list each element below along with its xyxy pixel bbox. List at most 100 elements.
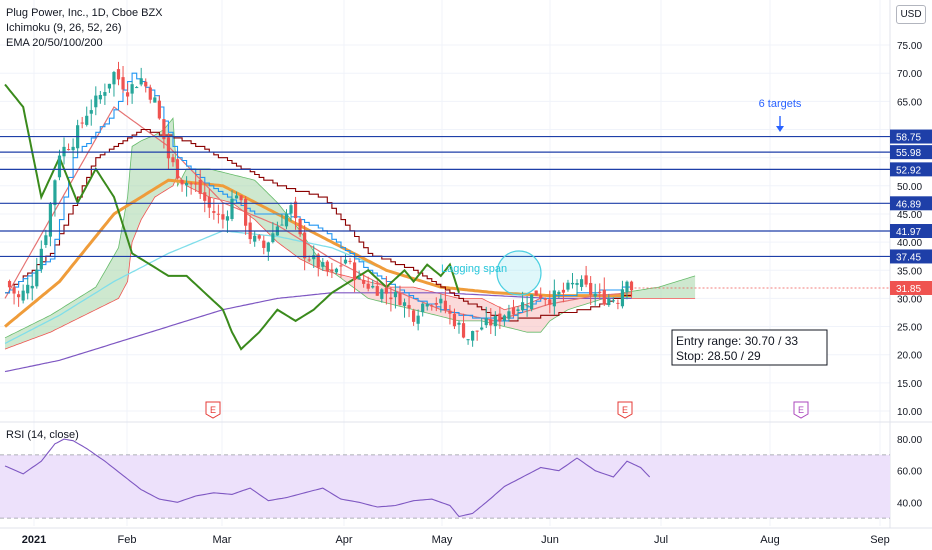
candle-down xyxy=(434,303,438,305)
candle-down xyxy=(189,183,193,185)
candle-up xyxy=(26,284,30,294)
rsi-tick-label: 60.00 xyxy=(897,467,922,478)
candle-up xyxy=(471,331,475,341)
candle-down xyxy=(12,287,16,294)
currency-button[interactable]: USD xyxy=(896,5,926,24)
targets-arrow-head-icon xyxy=(776,126,784,132)
candle-up xyxy=(266,242,270,252)
earnings-marker-icon xyxy=(793,401,809,419)
candle-up xyxy=(484,318,488,326)
candle-up xyxy=(44,235,48,245)
candle-down xyxy=(602,289,606,305)
candle-up xyxy=(35,269,39,287)
candle-down xyxy=(539,295,543,299)
candle-down xyxy=(511,307,516,315)
targets-annotation: 6 targets xyxy=(759,98,802,110)
time-tick-label: Feb xyxy=(118,534,137,546)
candle-up xyxy=(566,282,570,290)
target-level-label: 55.98 xyxy=(896,148,921,159)
candle-up xyxy=(334,268,339,273)
horizontal-levels: 58.75 55.98 52.92 46.89 41.97 37.45 31.85 xyxy=(0,129,932,295)
candle-up xyxy=(579,279,584,287)
candle-down xyxy=(498,313,502,322)
lagging-span-line xyxy=(4,83,460,351)
rsi-line xyxy=(4,438,651,518)
candlestick-series xyxy=(7,61,634,347)
candle-up xyxy=(480,327,484,330)
candle-up xyxy=(607,298,611,306)
rsi-tick-label: 40.00 xyxy=(897,498,922,509)
candle-down xyxy=(80,122,84,124)
entry-range-text: Entry range: 30.70 / 33 xyxy=(676,334,798,348)
candle-down xyxy=(475,330,479,332)
ema-50-line xyxy=(4,178,632,328)
candle-up xyxy=(94,95,98,108)
candle-down xyxy=(157,100,161,119)
candle-down xyxy=(325,261,329,272)
rsi-legend[interactable]: RSI (14, close) xyxy=(6,429,79,441)
time-tick-label: Jul xyxy=(654,534,668,546)
candle-up xyxy=(530,294,534,310)
candle-down xyxy=(330,269,334,272)
candle-down xyxy=(244,198,248,226)
candle-up xyxy=(225,216,230,221)
candle-up xyxy=(525,305,529,307)
candle-down xyxy=(125,92,130,97)
candle-up xyxy=(520,302,525,311)
candle-up xyxy=(284,213,289,227)
target-level-tag xyxy=(890,145,932,160)
candle-up xyxy=(71,146,75,151)
candle-down xyxy=(548,299,552,305)
entry-stop-box xyxy=(671,329,828,366)
candle-down xyxy=(207,196,211,208)
candle-up xyxy=(139,78,143,85)
earnings-marker-icon xyxy=(617,401,633,419)
candle-down xyxy=(298,218,302,235)
time-tick-label: Apr xyxy=(335,534,352,546)
candle-up xyxy=(380,289,384,299)
rsi-band xyxy=(0,454,890,519)
candle-down xyxy=(362,279,366,284)
candle-down xyxy=(262,240,266,248)
earnings-marker-label: E xyxy=(798,405,804,415)
candle-up xyxy=(625,281,629,292)
candle-down xyxy=(452,313,457,327)
candle-down xyxy=(180,179,184,185)
cloud-bull-segment xyxy=(5,118,178,350)
candle-up xyxy=(107,83,112,89)
earnings-marker-icon xyxy=(205,401,221,419)
ema-legend[interactable]: EMA 20/50/100/200 xyxy=(6,37,103,49)
candle-down xyxy=(448,310,452,314)
time-tick-label: 2021 xyxy=(22,534,46,546)
time-tick-label: Sep xyxy=(870,534,890,546)
candle-down xyxy=(148,87,152,100)
candle-down xyxy=(389,297,393,300)
candle-down xyxy=(384,287,388,294)
candle-down xyxy=(17,294,21,298)
candle-up xyxy=(98,94,102,100)
ichimoku-legend[interactable]: Ichimoku (9, 26, 52, 26) xyxy=(6,22,122,34)
time-tick-label: Mar xyxy=(213,534,232,546)
candle-up xyxy=(112,72,116,85)
target-level-tag xyxy=(890,129,932,144)
candle-up xyxy=(135,87,139,89)
candle-down xyxy=(66,149,71,151)
symbol-legend[interactable]: Plug Power, Inc., 1D, Cboe BZX xyxy=(6,7,163,19)
candle-up xyxy=(570,282,575,285)
price-tick-label: 70.00 xyxy=(897,69,922,80)
candle-down xyxy=(352,262,357,281)
target-level-label: 58.75 xyxy=(896,133,921,144)
target-level-label: 41.97 xyxy=(896,227,921,238)
candle-up xyxy=(21,290,25,301)
candle-down xyxy=(584,275,588,285)
candle-up xyxy=(30,285,34,289)
target-level-label: 52.92 xyxy=(896,165,921,176)
price-tick-label: 10.00 xyxy=(897,407,922,418)
candle-up xyxy=(516,309,520,311)
target-level-tag xyxy=(890,224,932,239)
candle-down xyxy=(543,298,547,300)
candle-down xyxy=(239,195,243,201)
price-tick-label: 30.00 xyxy=(897,294,922,305)
candle-down xyxy=(194,183,198,185)
